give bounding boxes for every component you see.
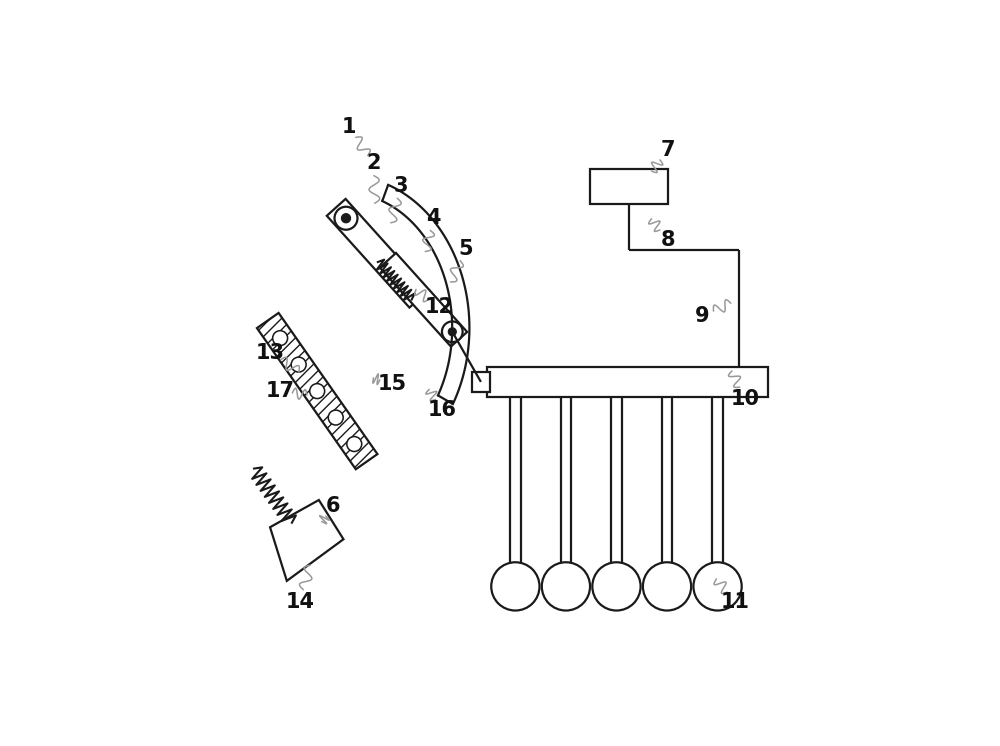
Text: 14: 14 (285, 592, 314, 612)
Text: 12: 12 (424, 297, 453, 316)
Circle shape (310, 383, 325, 398)
Text: 4: 4 (426, 208, 440, 228)
Text: 6: 6 (326, 496, 341, 516)
Text: 15: 15 (377, 374, 406, 394)
Text: 2: 2 (366, 153, 381, 173)
Circle shape (448, 327, 456, 336)
Circle shape (347, 436, 362, 451)
Text: 11: 11 (721, 592, 750, 612)
Polygon shape (590, 169, 668, 204)
Text: 16: 16 (428, 400, 457, 420)
Polygon shape (472, 372, 490, 392)
Circle shape (291, 357, 306, 372)
Polygon shape (487, 367, 768, 397)
Polygon shape (257, 313, 377, 469)
Text: 5: 5 (458, 239, 473, 259)
Text: 17: 17 (265, 381, 294, 401)
Text: 13: 13 (256, 342, 285, 363)
Text: 10: 10 (731, 389, 760, 409)
Polygon shape (380, 253, 467, 347)
Circle shape (341, 213, 351, 223)
Polygon shape (327, 199, 428, 307)
Circle shape (442, 322, 463, 342)
Text: 8: 8 (660, 230, 675, 250)
Text: 9: 9 (695, 307, 709, 327)
Text: 1: 1 (342, 117, 356, 137)
Circle shape (328, 410, 343, 425)
Text: 3: 3 (393, 176, 408, 196)
Circle shape (335, 207, 357, 230)
Polygon shape (270, 500, 343, 581)
Text: 7: 7 (660, 140, 675, 160)
Circle shape (273, 330, 288, 345)
